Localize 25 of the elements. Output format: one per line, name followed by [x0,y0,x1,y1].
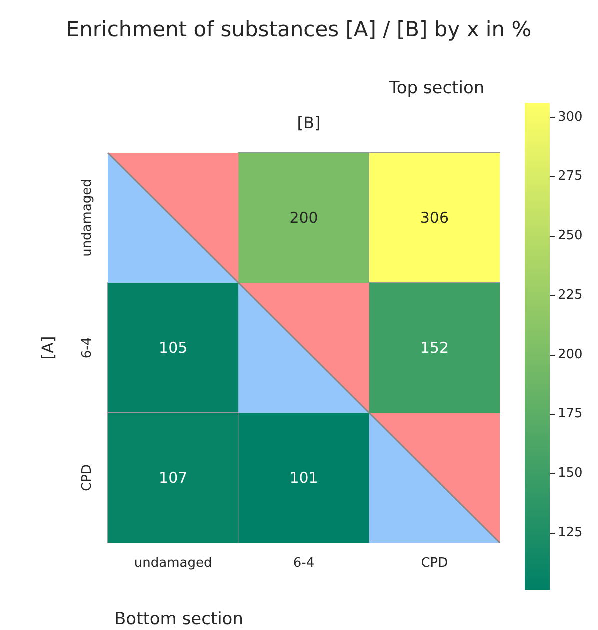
y-axis-title: [A] [38,336,58,360]
y-tick-label: 6-4 [80,337,95,359]
color-bar-label: 250 [558,228,583,244]
data-label: 200 [290,209,318,227]
x-tick-label: 6-4 [293,556,315,571]
color-bar-label: 150 [558,466,583,482]
color-bar-label: 225 [558,288,583,303]
color-bar-label: 175 [558,406,583,422]
text: Bottom section [114,610,244,630]
data-label: 107 [159,469,188,487]
data-label: 306 [420,209,449,227]
text: Top section [388,78,485,98]
x-tick-label: CPD [421,556,448,571]
x-tick-label: undamaged [134,556,212,571]
color-bar-label: 200 [558,347,583,362]
y-tick-label: undamaged [80,179,95,257]
data-label: 105 [159,339,188,357]
color-bar-label: 275 [558,169,583,184]
y-tick-label: CPD [80,464,95,492]
color-bar-label: 300 [558,110,583,125]
chart-title: Enrichment of substances [A] / [B] by x in % [66,18,532,42]
data-label: 101 [290,469,318,487]
data-label: 152 [420,339,449,357]
x-axis-title: [B] [297,114,321,132]
color-bar-label: 125 [558,525,583,540]
